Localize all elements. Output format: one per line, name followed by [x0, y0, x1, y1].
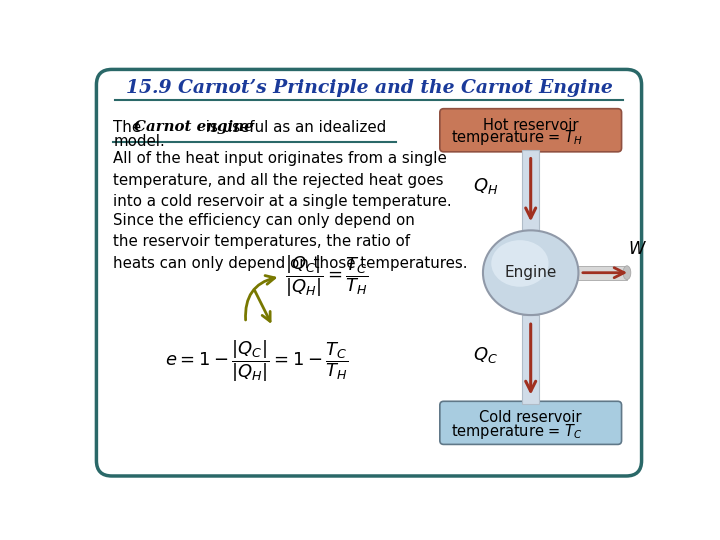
Text: model.: model. — [113, 134, 165, 149]
Ellipse shape — [483, 231, 578, 315]
Text: $Q_C$: $Q_C$ — [474, 346, 498, 366]
Text: 15.9 Carnot’s Principle and the Carnot Engine: 15.9 Carnot’s Principle and the Carnot E… — [125, 79, 613, 97]
Ellipse shape — [623, 266, 631, 280]
Text: $Q_H$: $Q_H$ — [473, 176, 498, 196]
Text: $e = 1 - \dfrac{|Q_C|}{|Q_H|} = 1 - \dfrac{T_C}{T_H}$: $e = 1 - \dfrac{|Q_C|}{|Q_H|} = 1 - \dfr… — [166, 339, 349, 384]
Text: $\dfrac{|Q_C|}{|Q_H|} = \dfrac{T_C}{T_H}$: $\dfrac{|Q_C|}{|Q_H|} = \dfrac{T_C}{T_H}… — [285, 254, 369, 299]
Text: The: The — [113, 120, 146, 135]
Text: temperature = $\mathit{T}_\mathit{C}$: temperature = $\mathit{T}_\mathit{C}$ — [451, 422, 582, 441]
Text: $W$: $W$ — [629, 241, 647, 258]
Text: Engine: Engine — [505, 265, 557, 280]
Bar — [522, 315, 539, 403]
Bar — [577, 266, 627, 280]
Bar — [522, 150, 539, 231]
Text: Since the efficiency can only depend on
the reservoir temperatures, the ratio of: Since the efficiency can only depend on … — [113, 213, 468, 271]
Text: All of the heat input originates from a single
temperature, and all the rejected: All of the heat input originates from a … — [113, 151, 452, 209]
Text: is useful as an idealized: is useful as an idealized — [201, 120, 387, 135]
Text: Cold reservoir: Cold reservoir — [480, 409, 582, 424]
FancyBboxPatch shape — [440, 401, 621, 444]
Ellipse shape — [491, 240, 549, 287]
Text: temperature = $\mathit{T}_\mathit{H}$: temperature = $\mathit{T}_\mathit{H}$ — [451, 129, 583, 147]
Text: Carnot engine: Carnot engine — [134, 120, 253, 134]
FancyBboxPatch shape — [440, 109, 621, 152]
Text: Hot reservoir: Hot reservoir — [483, 118, 578, 133]
FancyBboxPatch shape — [96, 70, 642, 476]
